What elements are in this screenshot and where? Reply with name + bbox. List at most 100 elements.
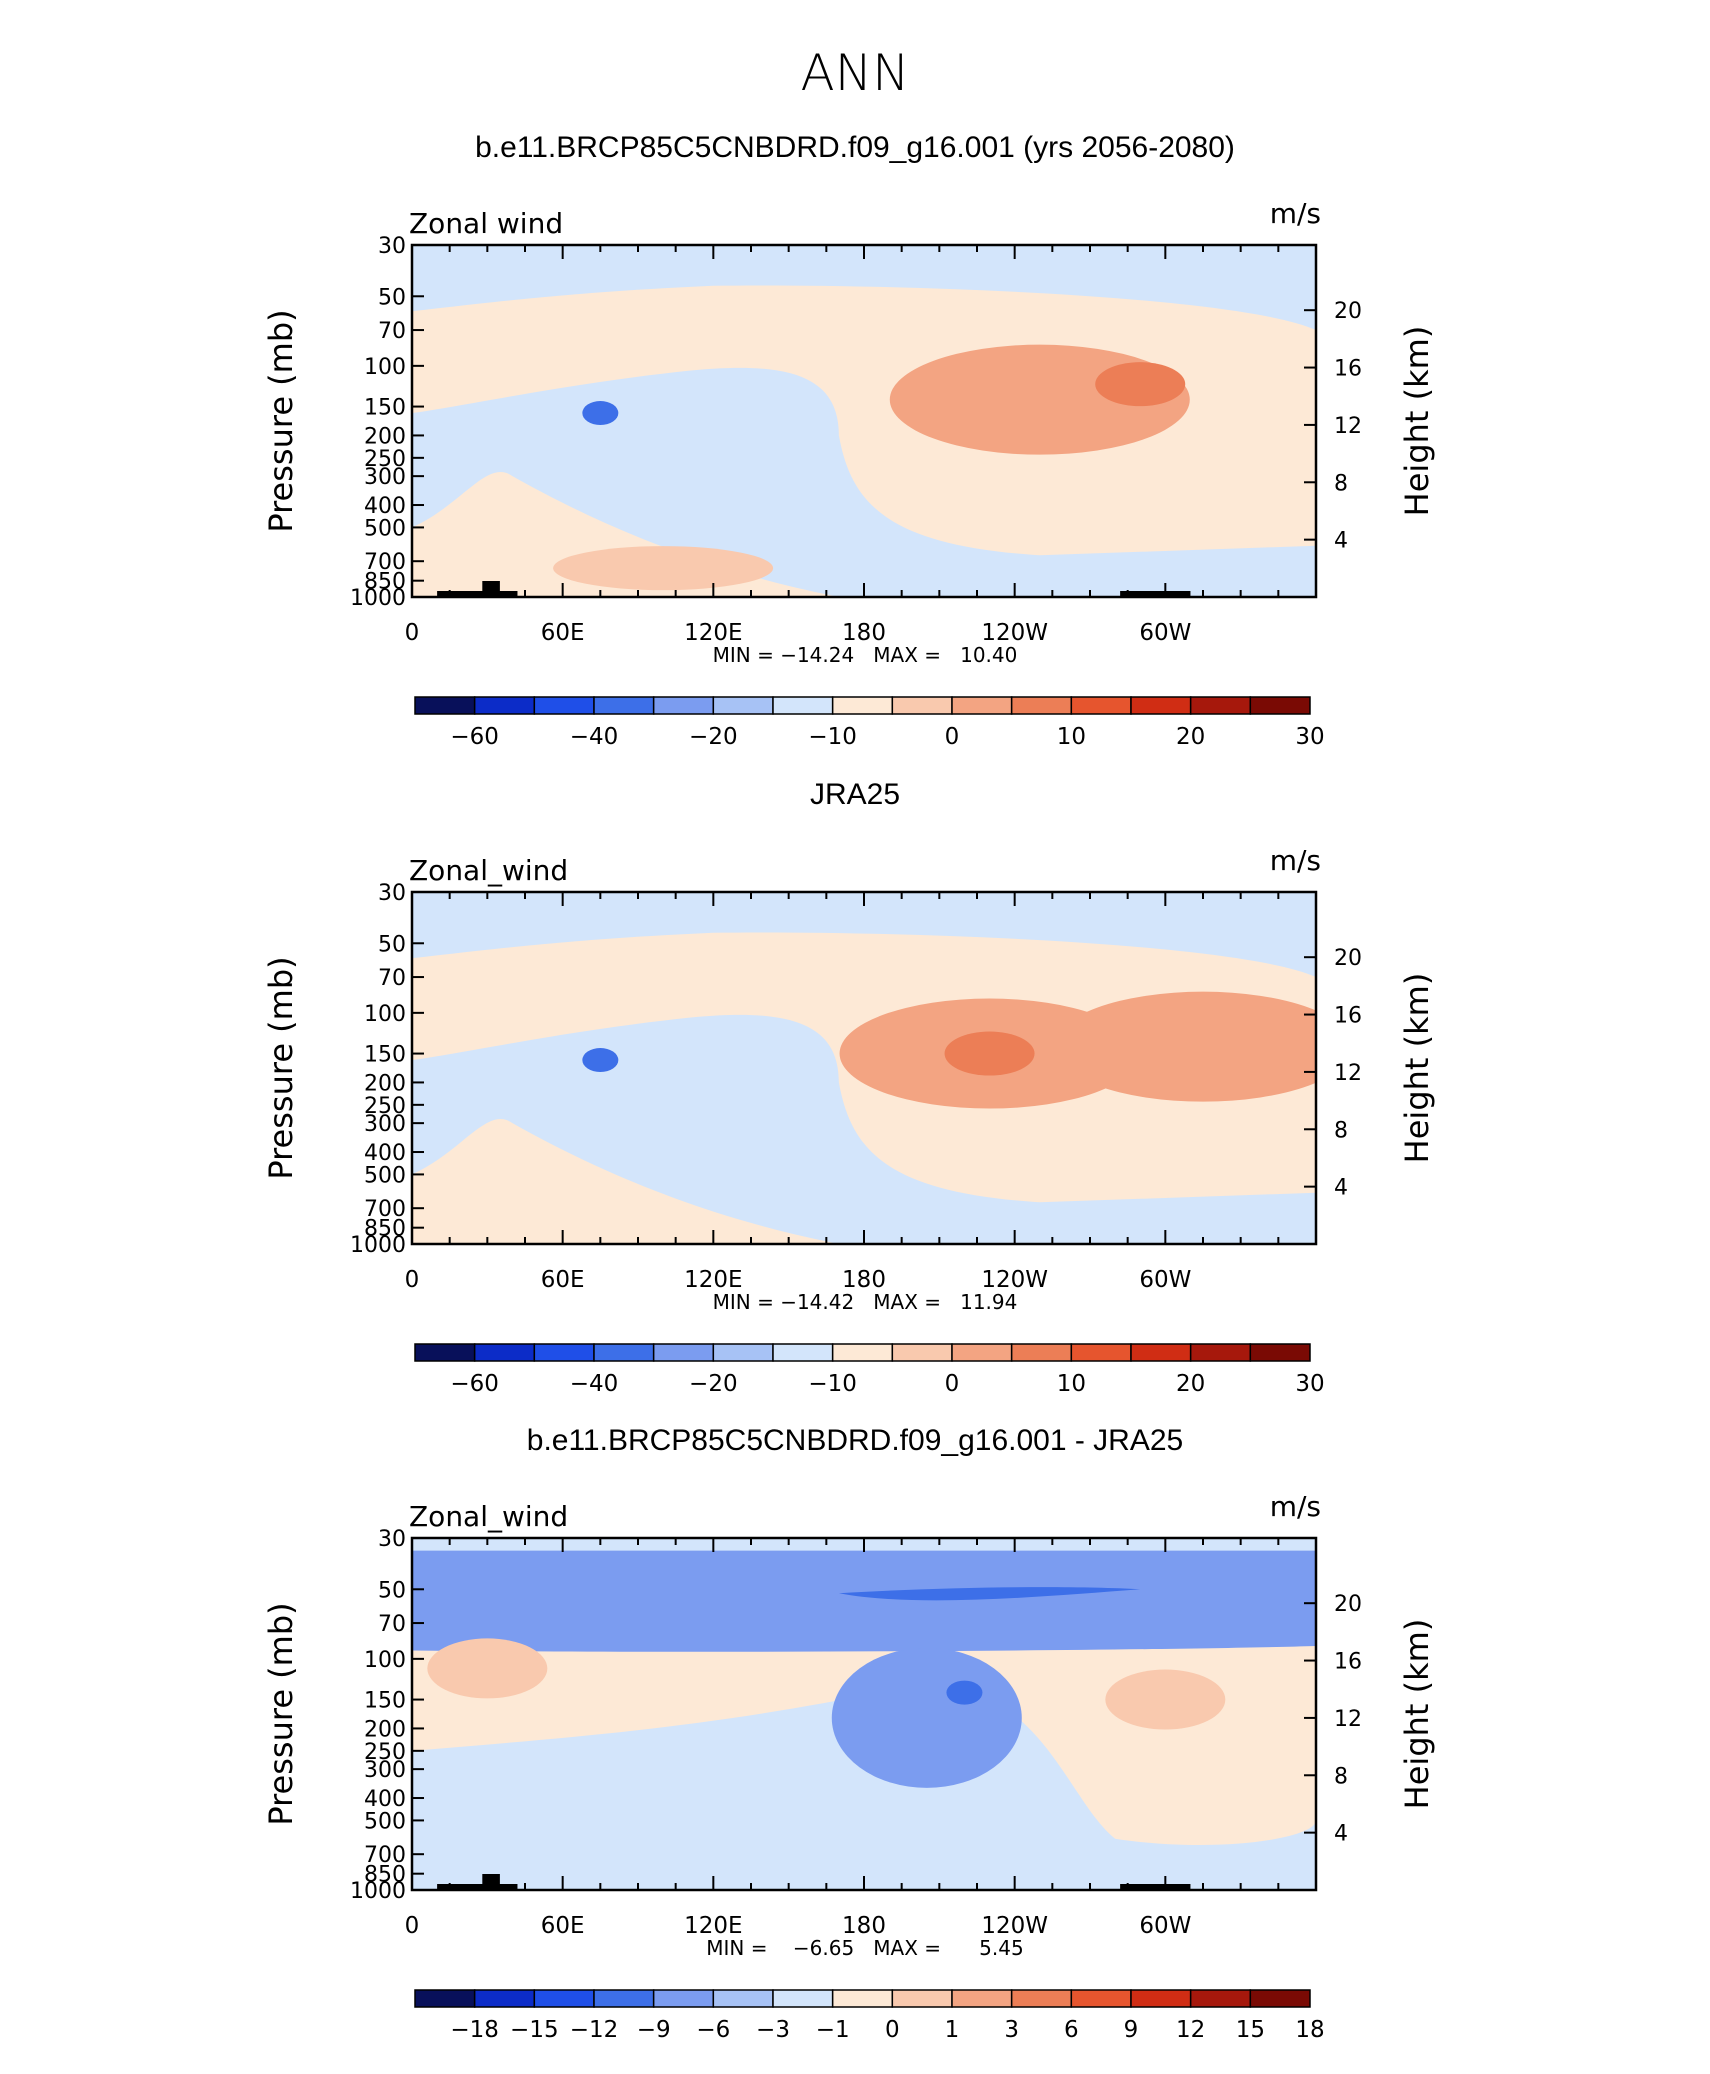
colorbar-swatch — [1249, 696, 1311, 715]
x-tick-label: 120E — [684, 620, 742, 646]
contour-field — [412, 245, 1316, 597]
colorbar-label: 30 — [1295, 724, 1324, 750]
x-tick-label: 180 — [842, 1913, 886, 1939]
colorbar-label: −10 — [808, 1371, 857, 1397]
x-tick-label: 60W — [1139, 1913, 1191, 1939]
y2-axis-label: Height (km) — [1398, 326, 1436, 517]
y2-tick-label: 8 — [1334, 471, 1348, 496]
colorbar-swatch — [1070, 696, 1132, 715]
colorbar-swatch — [1010, 1989, 1073, 2008]
y-tick-label: 70 — [378, 319, 406, 344]
contour-region — [944, 1031, 1035, 1076]
contour-region — [412, 245, 1316, 331]
y-tick-label: 500 — [364, 1809, 406, 1834]
colorbar-swatch — [772, 696, 834, 715]
colorbar-label: −1 — [816, 2017, 850, 2043]
y2-tick-label: 20 — [1334, 299, 1362, 324]
colorbar-label: −9 — [637, 2017, 671, 2043]
colorbar-swatch — [414, 1989, 476, 2008]
y-axis-label: Pressure (mb) — [262, 956, 300, 1179]
colorbar-swatch — [1189, 696, 1252, 715]
y-tick-label: 70 — [378, 1612, 406, 1637]
colorbar-swatch — [533, 1343, 595, 1362]
y2-tick-label: 12 — [1334, 1061, 1362, 1086]
colorbar-swatch — [772, 1343, 834, 1362]
contour-field — [412, 892, 1316, 1244]
colorbar-swatch — [652, 696, 715, 715]
y2-tick-label: 8 — [1334, 1764, 1348, 1789]
colorbar-swatch — [593, 696, 655, 715]
contour-region — [582, 401, 619, 426]
colorbar-label: −15 — [510, 2017, 559, 2043]
x-tick-label: 60E — [541, 1913, 585, 1939]
colorbar-label: −60 — [450, 724, 499, 750]
colorbar-swatch — [533, 1989, 595, 2008]
contour-region — [831, 1647, 1022, 1788]
colorbar-label: 6 — [1064, 2017, 1079, 2043]
y-tick-label: 30 — [378, 234, 406, 259]
y-tick-label: 700 — [364, 1197, 406, 1222]
min-max-stats: MIN = −14.24 MAX = 10.40 — [713, 643, 1018, 667]
colorbar-swatch — [473, 1989, 536, 2008]
x-tick-label: 120W — [981, 1913, 1048, 1939]
terrain-mask — [1120, 1884, 1191, 1890]
y2-tick-label: 4 — [1334, 1176, 1348, 1201]
x-tick-label: 120E — [684, 1267, 742, 1293]
colorbar-label: 0 — [945, 724, 960, 750]
colorbar-swatch — [1189, 1343, 1252, 1362]
y-tick-label: 100 — [364, 1002, 406, 1027]
y-tick-label: 700 — [364, 1843, 406, 1868]
x-tick-label: 60E — [541, 620, 585, 646]
x-tick-label: 60E — [541, 1267, 585, 1293]
colorbar-swatch — [712, 1989, 774, 2008]
colorbar-label: 20 — [1176, 1371, 1205, 1397]
y2-tick-label: 12 — [1334, 414, 1362, 439]
y2-tick-label: 16 — [1334, 1004, 1362, 1029]
terrain-mask — [482, 1874, 500, 1890]
colorbar-label: −40 — [570, 1371, 619, 1397]
colorbar-label: −60 — [450, 1371, 499, 1397]
y2-tick-label: 20 — [1334, 1592, 1362, 1617]
contour-region — [412, 1014, 1316, 1244]
terrain-mask — [482, 581, 500, 597]
y-tick-label: 400 — [364, 494, 406, 519]
y-tick-label: 250 — [364, 447, 406, 472]
colorbar-label: 30 — [1295, 1371, 1324, 1397]
y-tick-label: 700 — [364, 550, 406, 575]
colorbar-swatch — [652, 1989, 715, 2008]
panel-variable-label: Zonal_wind — [409, 1500, 568, 1533]
y-tick-label: 250 — [364, 1740, 406, 1765]
contour-region — [582, 1048, 619, 1073]
main-title: ANN — [800, 44, 909, 102]
contour-region — [1053, 991, 1316, 1102]
colorbar-swatch — [951, 1989, 1013, 2008]
x-tick-label: 60W — [1139, 1267, 1191, 1293]
y2-tick-label: 12 — [1334, 1707, 1362, 1732]
colorbar-swatch — [1249, 1343, 1311, 1362]
colorbar-swatch — [652, 1343, 715, 1362]
chart-panel-3: b.e11.BRCP85C5CNBDRD.f09_g16.001 - JRA25… — [262, 1424, 1436, 2043]
y-tick-label: 300 — [364, 465, 406, 490]
y-tick-label: 1000 — [350, 586, 406, 611]
min-max-stats: MIN = −14.42 MAX = 11.94 — [713, 1290, 1018, 1314]
colorbar-label: 3 — [1004, 2017, 1019, 2043]
colorbar-swatch — [473, 1343, 536, 1362]
panel-unit-label: m/s — [1270, 844, 1321, 877]
colorbar-label: 0 — [945, 1371, 960, 1397]
colorbar-swatch — [831, 696, 894, 715]
colorbar-swatch — [891, 1989, 953, 2008]
y2-axis-label: Height (km) — [1398, 973, 1436, 1164]
x-tick-label: 120E — [684, 1913, 742, 1939]
panel-unit-label: m/s — [1270, 1490, 1321, 1523]
colorbar-swatch — [951, 696, 1013, 715]
y-tick-label: 30 — [378, 881, 406, 906]
y-axis-label: Pressure (mb) — [262, 309, 300, 532]
contour-region — [838, 1587, 1141, 1601]
y-tick-label: 850 — [364, 1863, 406, 1888]
x-tick-label: 120W — [981, 620, 1048, 646]
y-tick-label: 500 — [364, 516, 406, 541]
colorbar-swatch — [891, 696, 953, 715]
y-tick-label: 70 — [378, 966, 406, 991]
colorbar-swatch — [593, 1343, 655, 1362]
colorbar-label: −3 — [756, 2017, 790, 2043]
